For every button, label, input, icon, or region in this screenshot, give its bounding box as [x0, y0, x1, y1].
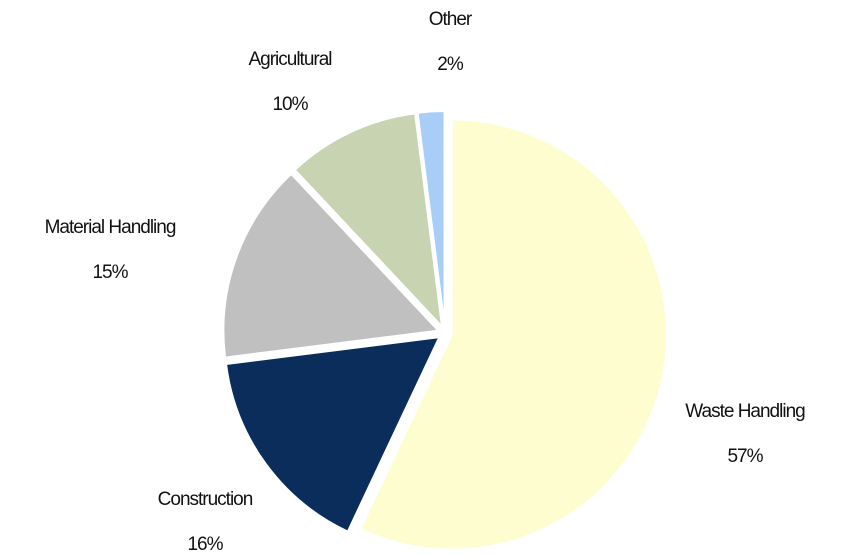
pie-slice: [222, 172, 441, 359]
slice-label: Waste Handling: [685, 401, 805, 422]
pie-slice: [293, 112, 444, 330]
slice-value-label: 57%: [727, 446, 763, 467]
slice-value-label: 16%: [187, 534, 223, 555]
slice-label: Construction: [158, 489, 253, 510]
slice-label: Material Handling: [45, 217, 176, 238]
slice-label: Agricultural: [248, 49, 331, 70]
slice-value-label: 10%: [272, 94, 308, 115]
slice-value-label: 15%: [92, 262, 128, 283]
pie-slice: [224, 335, 442, 533]
slice-label: Other: [429, 9, 473, 30]
pie-slice: [358, 118, 668, 551]
slice-value-label: 2%: [437, 54, 464, 75]
pie-slice: [416, 110, 446, 327]
